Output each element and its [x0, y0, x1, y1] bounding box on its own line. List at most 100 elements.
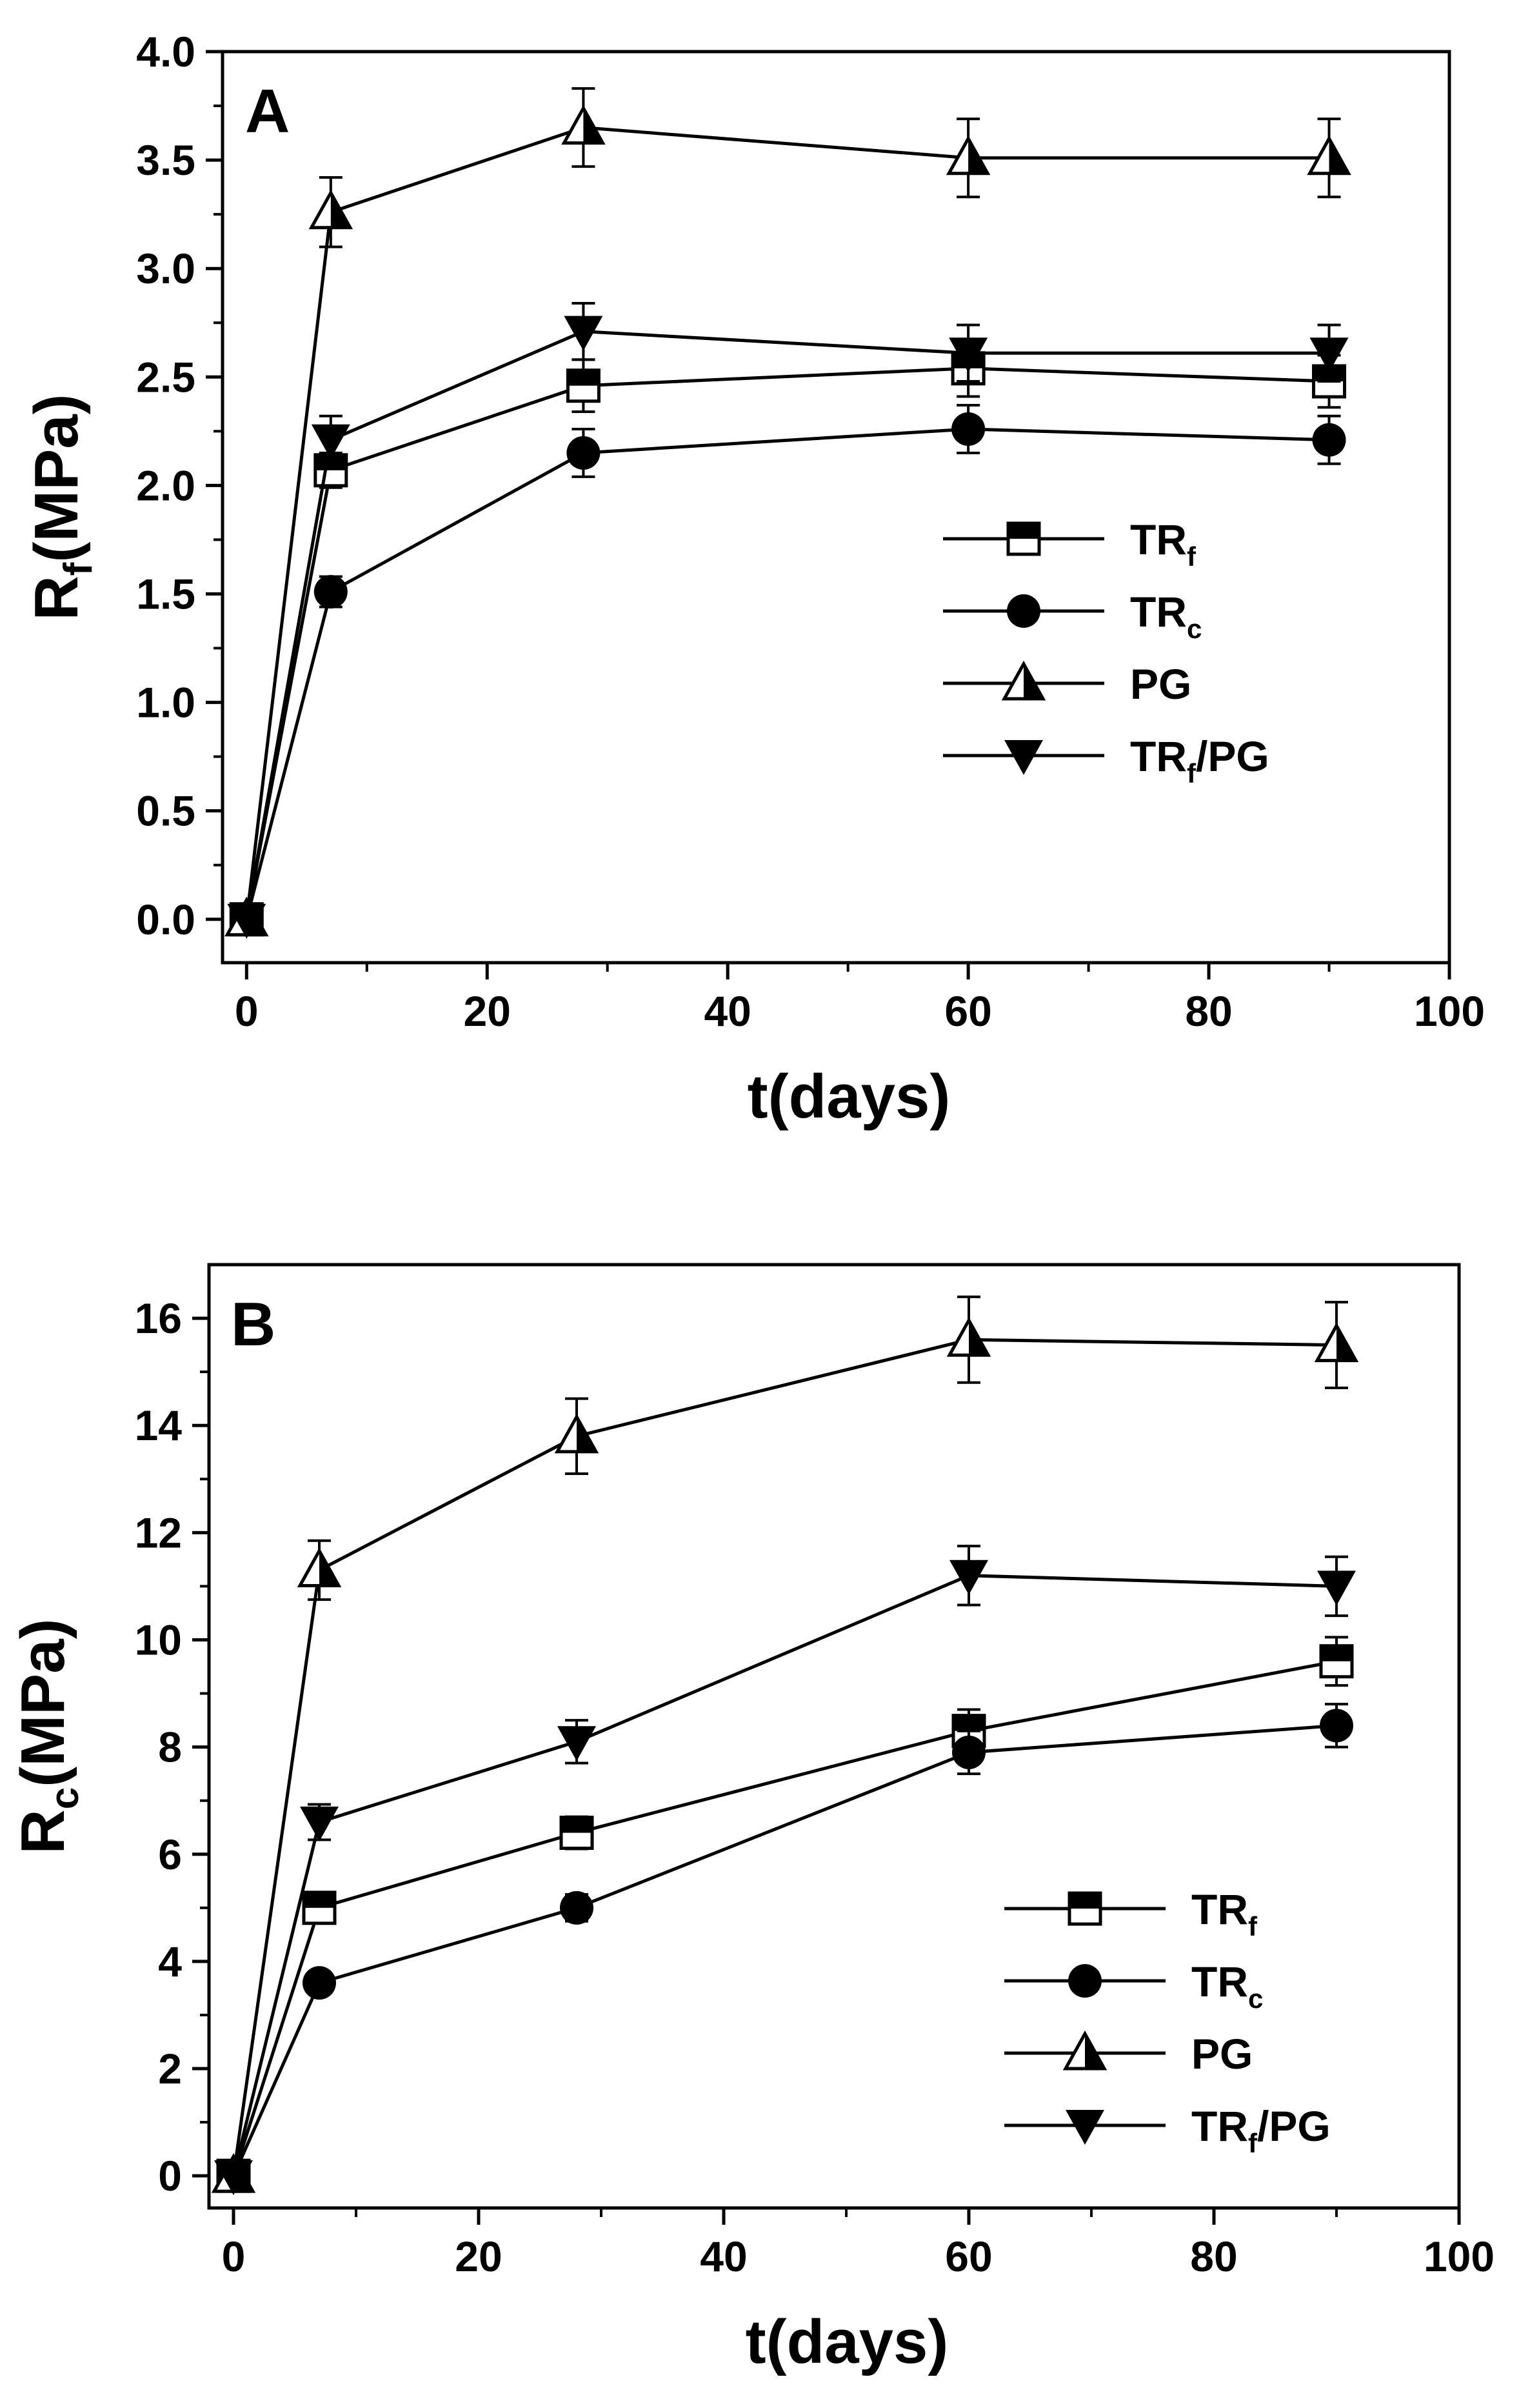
series-line: [232, 1338, 1337, 2176]
legend-label: TRf: [1130, 516, 1197, 572]
data-point: [1309, 337, 1349, 373]
series-line: [232, 1723, 1337, 2177]
x-axis-title: t(days): [746, 2307, 949, 2376]
y-tick-label: 14: [135, 1401, 183, 1449]
legend-item: PG: [943, 660, 1191, 708]
y-axis-title: Rf(MPa): [22, 394, 101, 620]
x-tick-label: 80: [1190, 2232, 1237, 2280]
data-point-fill: [577, 1416, 596, 1452]
legend: TRf TRc PG TRf/PG: [943, 516, 1269, 788]
series-trf: [229, 339, 1347, 937]
panel-label: B: [231, 1290, 275, 1359]
data-point-fill: [953, 1715, 984, 1731]
y-tick-label: 0: [158, 2152, 182, 2200]
chart-panel-a: 0 20 40 60 80 100 0.0 0.5 1.0 1.5 2.0 2.5 3.0 3.5 4.0 t…: [22, 28, 1485, 1131]
legend-item: TRf: [943, 516, 1197, 572]
y-tick-label: 2.0: [136, 461, 195, 509]
legend: TRf TRc PG TRf/PG: [1004, 1885, 1331, 2158]
data-point: [1312, 423, 1346, 457]
legend-item: TRc: [1004, 1958, 1263, 2014]
y-tick-label: 0.5: [136, 787, 195, 835]
panel-label: A: [245, 77, 290, 146]
y-tick-label: 3.5: [136, 136, 195, 184]
legend-item: PG: [1004, 2030, 1253, 2078]
data-point: [300, 1806, 339, 1841]
y-tick-label: 8: [158, 1723, 182, 1771]
data-point: [227, 903, 266, 939]
legend-marker-fill: [1085, 2034, 1104, 2069]
series-line: [244, 366, 1329, 920]
x-tick-label: 60: [945, 2232, 992, 2280]
chart-panel-b: 0 20 40 60 80 100 0 2 4 6 8 10 12 14 16 t(days) Rc(MPa) B…: [8, 1263, 1495, 2376]
data-point: [949, 337, 988, 373]
legend-marker-fill: [1008, 523, 1039, 539]
y-tick-label: 10: [135, 1616, 182, 1663]
x-tick-label: 0: [235, 987, 259, 1035]
y-tick-label: 1.0: [136, 679, 195, 727]
legend-item: TRc: [943, 588, 1202, 644]
data-point-fill: [1329, 138, 1349, 174]
legend-label: PG: [1130, 660, 1191, 708]
legend-label: TRf/PG: [1130, 732, 1269, 788]
data-point: [951, 412, 986, 446]
legend-marker: [1068, 1964, 1102, 1998]
data-point: [303, 1966, 336, 2000]
legend-item: TRf/PG: [1004, 2102, 1331, 2158]
x-tick-label: 80: [1185, 987, 1232, 1035]
data-point: [557, 1726, 596, 1761]
data-point-fill: [583, 108, 603, 143]
legend-label: PG: [1191, 2030, 1253, 2078]
data-point-fill: [1336, 1325, 1356, 1361]
series-pg: [224, 87, 1351, 937]
y-axis-title: Rc(MPa): [8, 1618, 87, 1854]
y-tick-label: 12: [135, 1509, 182, 1556]
plot-frame: [221, 50, 1451, 965]
x-axis-title: t(days): [748, 1062, 951, 1131]
data-point-fill: [568, 370, 599, 386]
series-trf-pg: [214, 1545, 1356, 2196]
legend-marker: [1007, 594, 1040, 628]
data-point: [949, 1560, 988, 1595]
y-tick-label: 4.0: [136, 28, 195, 75]
x-tick-label: 40: [700, 2232, 747, 2280]
legend-marker-fill: [1024, 664, 1043, 699]
x-tick-label: 20: [464, 987, 511, 1035]
legend-marker: [1004, 740, 1043, 775]
series-line: [232, 1574, 1337, 2176]
series-trf-pg: [227, 301, 1349, 939]
y-tick-label: 4: [158, 1938, 182, 1985]
data-point: [560, 1891, 593, 1925]
data-point-fill: [968, 138, 988, 174]
data-point-fill: [1321, 1645, 1352, 1661]
data-point: [313, 575, 348, 609]
data-point: [1320, 1709, 1353, 1743]
data-point: [311, 424, 350, 459]
x-tick-label: 0: [222, 2232, 246, 2280]
legend-label: TRc: [1191, 1958, 1263, 2014]
data-point-fill: [319, 1550, 339, 1586]
data-point: [564, 316, 603, 351]
legend-label: TRf: [1191, 1885, 1258, 1941]
y-tick-label: 0.0: [136, 896, 195, 943]
legend-label: TRf/PG: [1191, 2102, 1331, 2158]
legend-label: TRc: [1130, 588, 1202, 644]
y-tick-label: 2.5: [136, 353, 195, 401]
data-point: [214, 2160, 253, 2196]
x-tick-label: 100: [1424, 2232, 1495, 2280]
x-tick-label: 20: [455, 2232, 502, 2280]
data-point: [952, 1735, 986, 1769]
x-tick-label: 40: [704, 987, 751, 1035]
y-tick-label: 2: [158, 2045, 182, 2092]
data-point-fill: [304, 1892, 335, 1908]
data-point-fill: [561, 1817, 592, 1833]
y-tick-label: 3.0: [136, 245, 195, 292]
data-point-fill: [969, 1320, 988, 1356]
legend-item: TRf: [1004, 1885, 1258, 1941]
y-tick-label: 6: [158, 1831, 182, 1878]
data-point: [1317, 1570, 1356, 1606]
plot-frame: [207, 1263, 1461, 2210]
y-tick-label: 1.5: [136, 570, 195, 617]
x-tick-label: 60: [944, 987, 991, 1035]
legend-marker: [1066, 2110, 1104, 2145]
